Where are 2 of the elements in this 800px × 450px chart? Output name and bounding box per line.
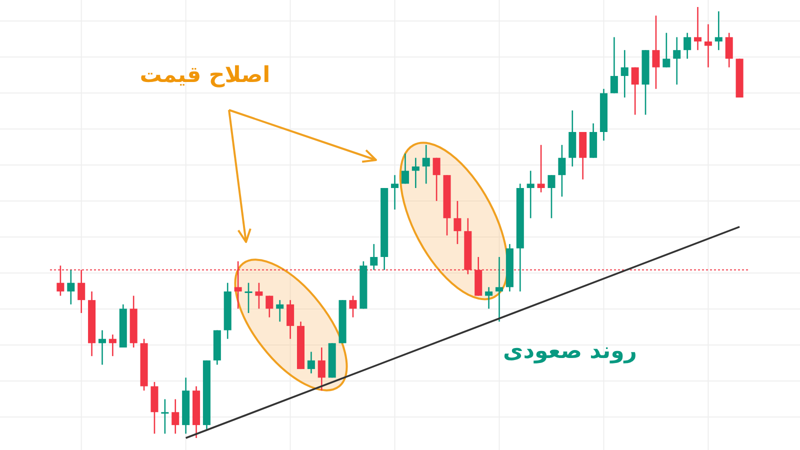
annotation: اصلاح قیمت [140,63,270,88]
annotation: روند صعودی [503,339,637,364]
